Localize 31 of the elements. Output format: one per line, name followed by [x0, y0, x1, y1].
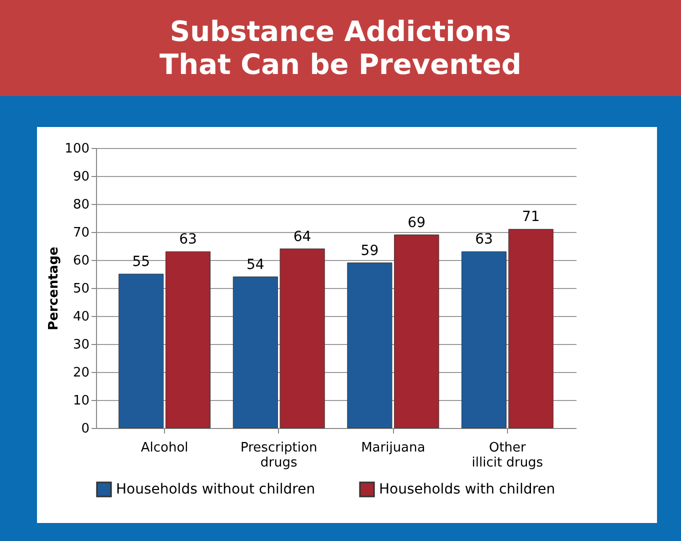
legend-label: Households with children [379, 481, 556, 498]
data-label: 71 [522, 209, 540, 226]
y-tick-label: 60 [72, 254, 90, 268]
x-tick-label: Prescription drugs [240, 440, 318, 470]
y-tick-label: 100 [64, 142, 90, 156]
data-label: 54 [246, 256, 264, 273]
bar [508, 228, 554, 428]
y-tick-label: 10 [72, 394, 90, 408]
y-tick-label: 70 [72, 226, 90, 240]
bar [165, 251, 211, 428]
y-tick-label: 20 [72, 366, 90, 380]
bar [461, 251, 507, 428]
data-label: 69 [408, 214, 426, 231]
y-tick-label: 90 [72, 170, 90, 184]
data-label: 64 [293, 228, 312, 245]
data-label: 55 [132, 254, 150, 270]
data-label: 59 [360, 242, 379, 259]
x-tick-label: Other illicit drugs [472, 440, 544, 470]
bar [118, 274, 164, 428]
x-tick-label: Marijuana [361, 440, 426, 456]
y-axis-title: Percentage [46, 246, 62, 330]
y-tick-label: 40 [72, 310, 90, 324]
y-tick-label: 80 [72, 198, 90, 212]
legend-label: Households without children [116, 481, 316, 498]
chart-title: Substance Addictions That Can be Prevented [0, 0, 681, 96]
data-label: 63 [475, 232, 493, 248]
y-tick-label: 0 [81, 422, 90, 436]
y-tick-label: 50 [72, 282, 90, 296]
y-tick-label: 30 [72, 338, 90, 352]
data-label: 63 [179, 232, 197, 248]
x-tick-label: Alcohol [140, 440, 188, 456]
